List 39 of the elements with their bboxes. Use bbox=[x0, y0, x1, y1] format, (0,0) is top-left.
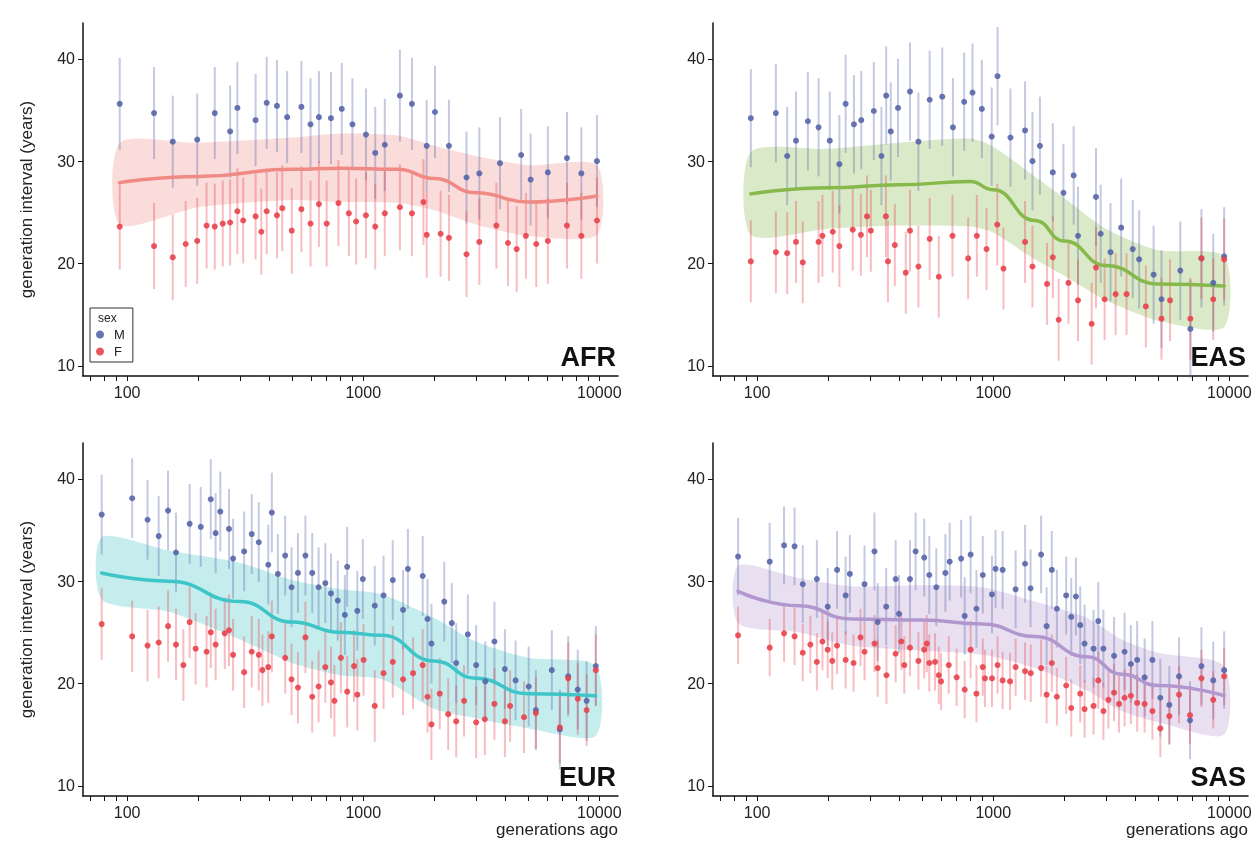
y-tick-label: 40 bbox=[57, 470, 76, 488]
annotation: SAS bbox=[1190, 761, 1247, 792]
x-tick-label: 100 bbox=[743, 803, 771, 821]
y-tick-label: 40 bbox=[687, 50, 706, 68]
y-axis-title: generation interval (years) bbox=[17, 100, 36, 299]
y-tick-label: 10 bbox=[687, 777, 706, 795]
legend-label: F bbox=[114, 344, 122, 359]
y-tick-label: 20 bbox=[57, 674, 76, 692]
y-tick-label: 10 bbox=[57, 777, 76, 795]
x-tick-label: 10000 bbox=[577, 383, 622, 401]
legend-title: sex bbox=[98, 311, 117, 325]
y-tick-label: 10 bbox=[687, 357, 706, 375]
y-tick-label: 40 bbox=[57, 50, 76, 68]
y-tick-label: 10 bbox=[57, 357, 76, 375]
x-tick-label: 1000 bbox=[975, 383, 1012, 401]
x-tick-label: 1000 bbox=[345, 383, 382, 401]
x-tick-label: 1000 bbox=[345, 803, 382, 821]
x-axis-title: generations ago bbox=[1126, 820, 1248, 839]
x-tick-label: 100 bbox=[113, 383, 141, 401]
y-axis-title: generation interval (years) bbox=[17, 520, 36, 719]
x-axis-title: generations ago bbox=[496, 820, 618, 839]
y-tick-label: 40 bbox=[687, 470, 706, 488]
legend-label: M bbox=[114, 327, 125, 342]
x-tick-label: 10000 bbox=[1207, 383, 1252, 401]
y-tick-label: 20 bbox=[57, 254, 76, 272]
annotation: EAS bbox=[1190, 341, 1247, 372]
y-tick-label: 30 bbox=[687, 152, 706, 170]
y-tick-label: 30 bbox=[57, 572, 76, 590]
x-tick-label: 100 bbox=[113, 803, 141, 821]
y-tick-label: 30 bbox=[57, 152, 76, 170]
y-tick-label: 30 bbox=[687, 572, 706, 590]
x-tick-label: 1000 bbox=[975, 803, 1012, 821]
y-tick-label: 20 bbox=[687, 674, 706, 692]
x-tick-label: 10000 bbox=[1207, 803, 1252, 821]
annotation: EUR bbox=[558, 761, 617, 792]
x-tick-label: 10000 bbox=[577, 803, 622, 821]
y-tick-label: 20 bbox=[687, 254, 706, 272]
x-tick-label: 100 bbox=[743, 383, 771, 401]
annotation: AFR bbox=[560, 341, 617, 372]
